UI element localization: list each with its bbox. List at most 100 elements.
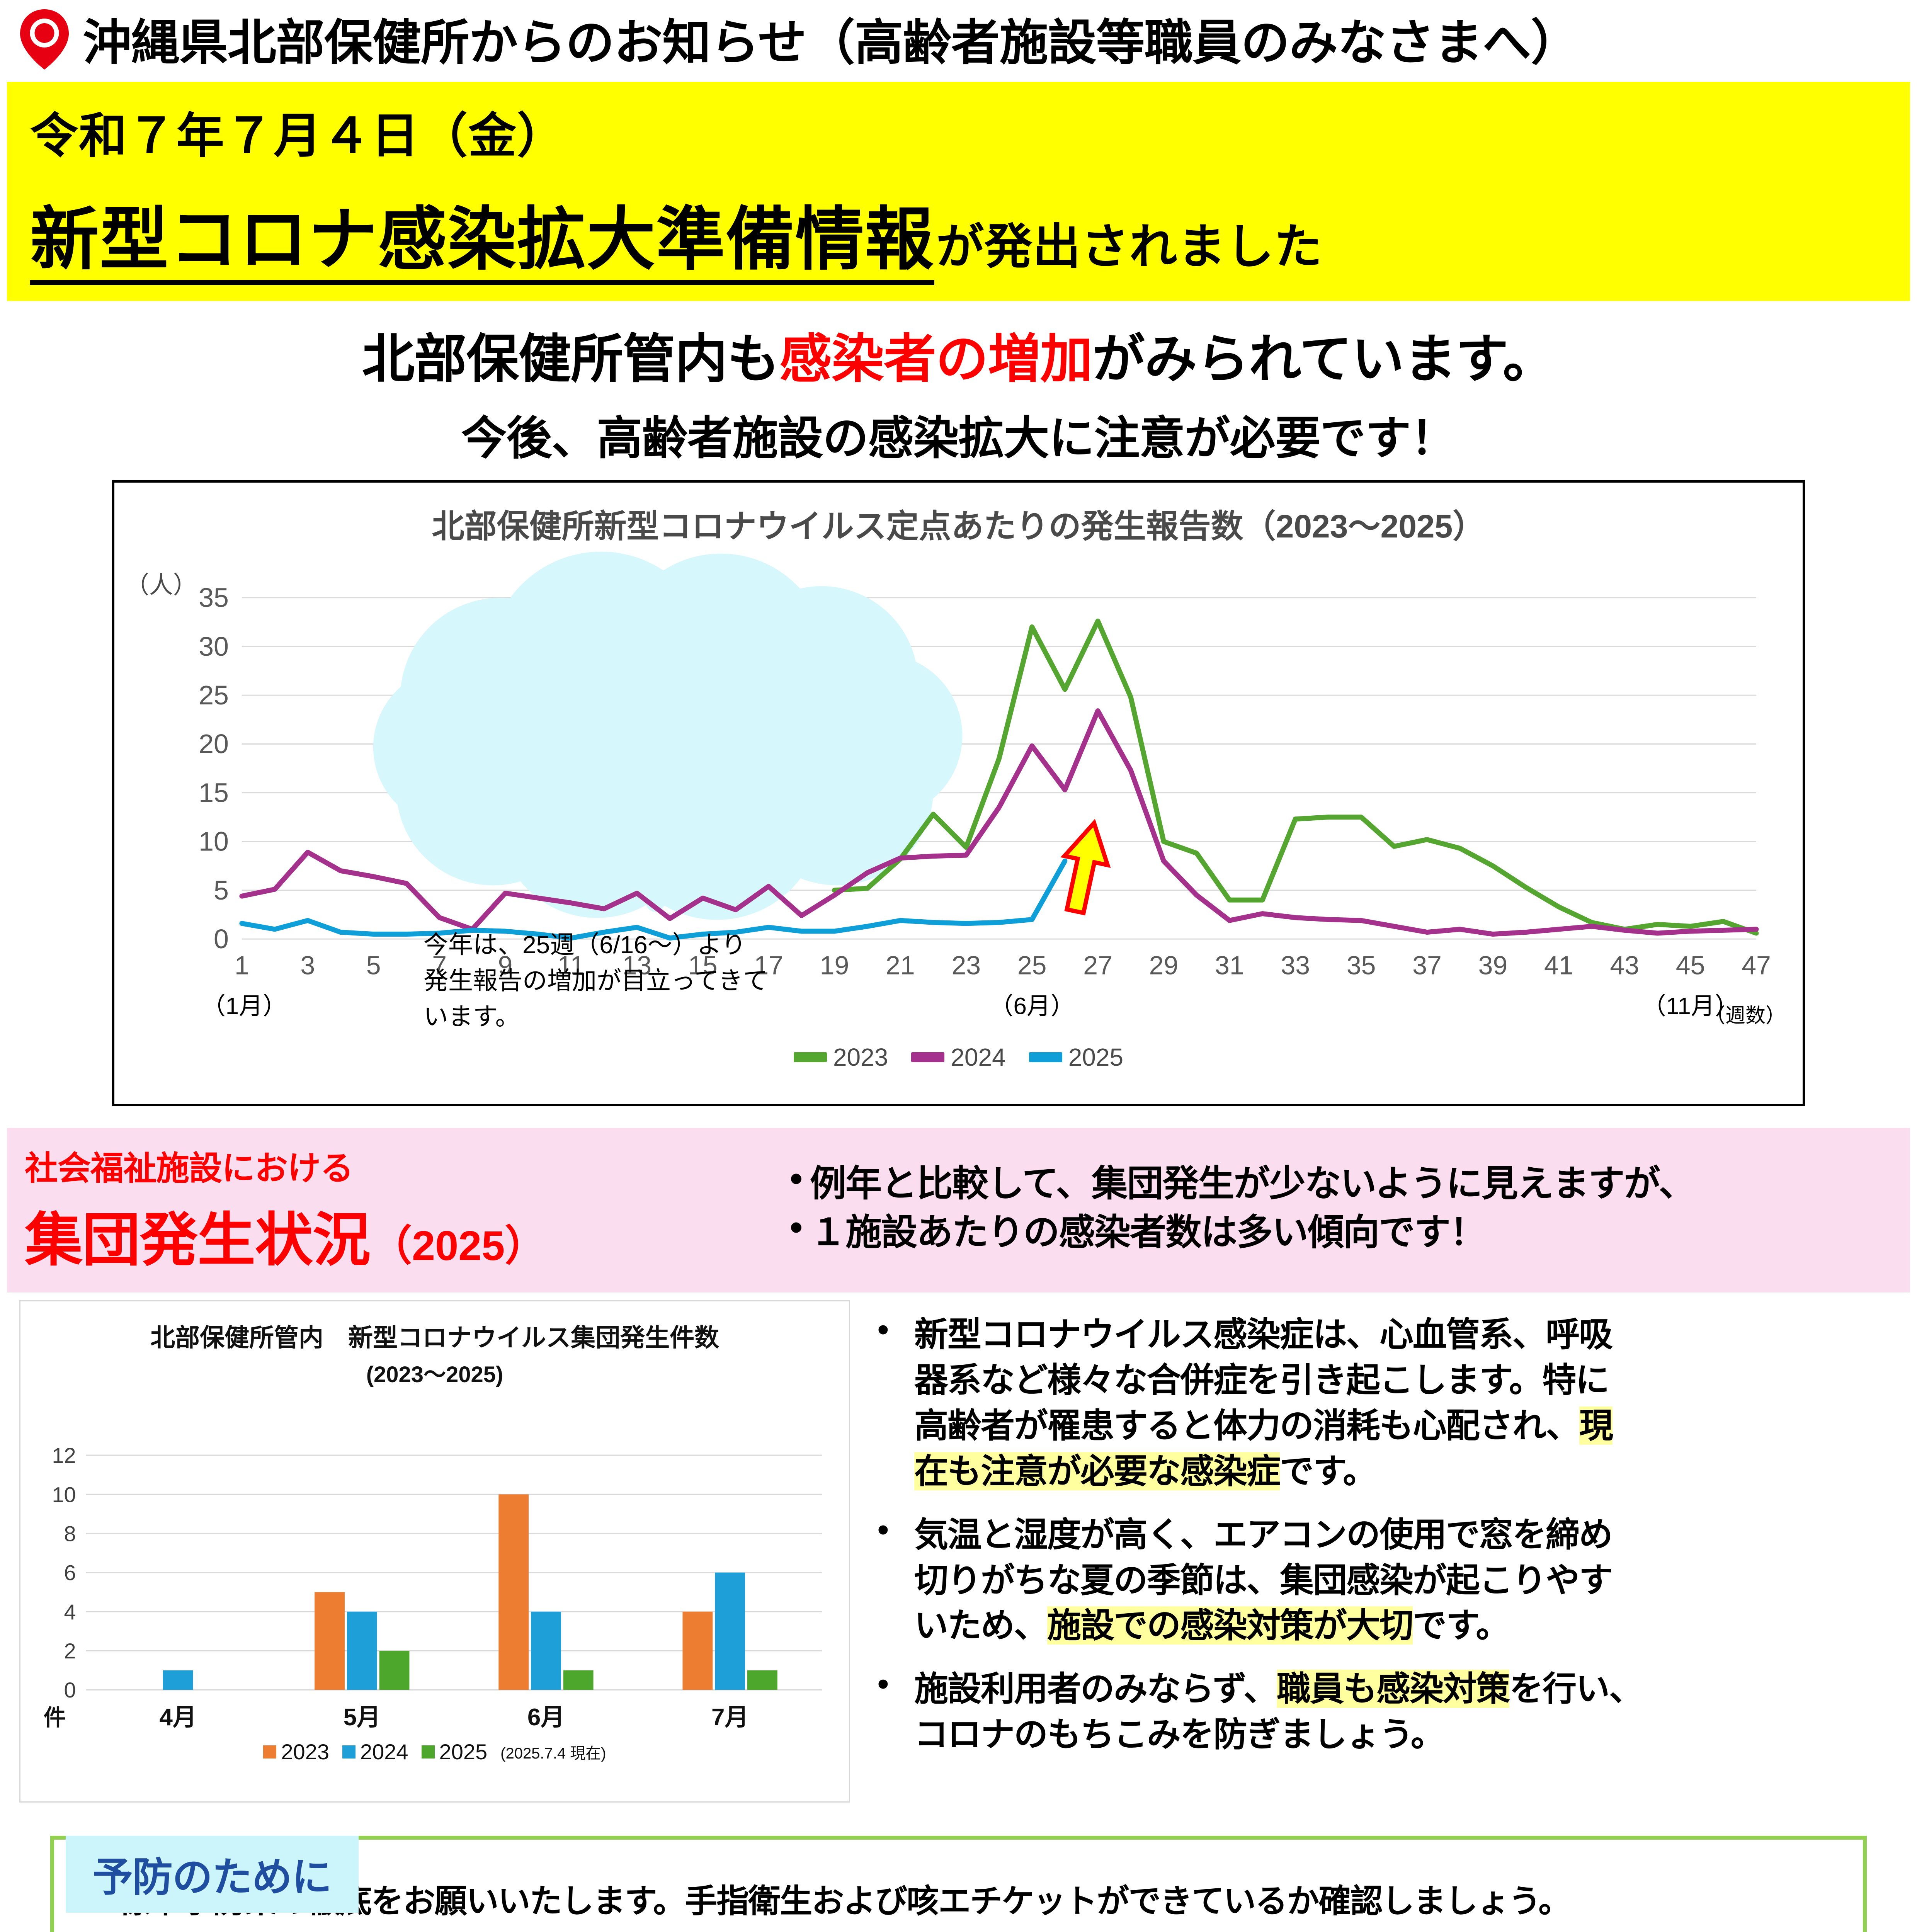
bar-x-label: 6月 bbox=[527, 1704, 565, 1731]
lead-line-2: 今後、高齢者施設の感染拡大に注意が必要です！ bbox=[461, 413, 1456, 464]
line-chart-panel: 北部保健所新型コロナウイルス定点あたりの発生報告数（2023～2025） 0 5 1… bbox=[112, 480, 1805, 1106]
highlighted-text: 在も注意が必要な感染症 bbox=[914, 1452, 1281, 1490]
x-axis-tick: 25 bbox=[1017, 951, 1047, 980]
legend-swatch bbox=[263, 1745, 277, 1759]
x-axis-tick: 33 bbox=[1281, 951, 1310, 980]
line-chart-unit-label: （人） bbox=[125, 572, 197, 599]
legend-label: 2023 bbox=[833, 1043, 888, 1071]
x-axis-tick: 15 bbox=[688, 951, 718, 980]
line-chart-annotation: 今年は、25週（6/16～）より 発生報告の増加が目立ってきて います。 bbox=[424, 931, 768, 1031]
bar-unit-label: 件 bbox=[44, 1706, 66, 1730]
group-outbreak-bullets: • 例年と比較して、集団発生が少ないように見えますが、 • １施設あたりの感染者… bbox=[790, 1160, 1892, 1258]
bullet-text: 新型コロナウイルス感染症は、心血管系、呼吸 器系など様々な合併症を引き起こします。… bbox=[914, 1312, 1613, 1494]
x-axis-tick: 31 bbox=[1215, 951, 1244, 980]
bar-chart-title: 北部保健所管内 新型コロナウイルス集団発生件数 (2023～2025) bbox=[20, 1301, 849, 1392]
bar-2024-6月 bbox=[531, 1611, 561, 1690]
bullet-dot: • bbox=[877, 1310, 889, 1349]
x-axis-tick: 47 bbox=[1742, 951, 1771, 980]
line-series-2024 bbox=[239, 708, 1759, 937]
bar-chart-panel: 北部保健所管内 新型コロナウイルス集団発生件数 (2023～2025) 0 2 4 6… bbox=[19, 1300, 850, 1803]
bullet-line: 高齢者が罹患すると体力の消耗も心配され、現 bbox=[914, 1403, 1613, 1449]
x-axis-tick: 7 bbox=[432, 951, 447, 980]
line-series-2023 bbox=[832, 618, 1759, 936]
bar-2023-7月 bbox=[682, 1611, 713, 1690]
x-axis-tick: 43 bbox=[1610, 951, 1639, 980]
bullet-text: 気温と湿度が高く、エアコンの使用で窓を締め切りがちな夏の季節は、集団感染が起こり… bbox=[914, 1512, 1613, 1649]
bar-2025-7月 bbox=[747, 1670, 777, 1690]
group-outbreak-title: 集団発生状況 bbox=[25, 1208, 371, 1272]
legend-item-2024: 2024 bbox=[911, 1043, 1006, 1071]
bar-x-label: 4月 bbox=[160, 1704, 197, 1731]
group-outbreak-year: （2025） bbox=[370, 1222, 547, 1269]
lead-suffix: がみられています。 bbox=[1092, 330, 1555, 388]
bar-x-label: 7月 bbox=[711, 1704, 748, 1731]
lead-highlight: 感染者の増加 bbox=[779, 330, 1093, 388]
x-axis-tick: 39 bbox=[1478, 951, 1508, 980]
highlighted-text: 現 bbox=[1579, 1406, 1613, 1445]
annotation-bubble bbox=[373, 551, 963, 920]
prevention-section: 予防のために ☑ 標準予防策の徹底をお願いいたします。手指衛生および咳エチケット… bbox=[50, 1836, 1867, 1932]
plain-text: 気温と湿度が高く、エアコンの使用で窓を締め bbox=[914, 1515, 1613, 1554]
plain-text: いため、 bbox=[914, 1606, 1048, 1645]
banner-headline-suffix: が発出されました bbox=[936, 220, 1323, 274]
bar-legend-note: (2025.7.4 現在) bbox=[500, 1745, 606, 1762]
plain-text: です。 bbox=[1280, 1452, 1377, 1490]
bullet-text: 施設利用者のみならず、職員も感染対策を行い、 コロナのもちこみを防ぎましょう。 bbox=[914, 1666, 1643, 1757]
alert-banner: 令和７年７月４日（金） 新型コロナ感染拡大準備情報 が発出されました bbox=[7, 82, 1910, 301]
legend-label: 2025 bbox=[1068, 1043, 1124, 1071]
bar-2025-5月 bbox=[379, 1651, 410, 1690]
bar-y-tick: 8 bbox=[64, 1522, 76, 1546]
bar-y-tick: 12 bbox=[52, 1443, 76, 1468]
legend-swatch bbox=[1029, 1052, 1062, 1062]
list-item: • 例年と比較して、集団発生が少ないように見えますが、 bbox=[790, 1160, 1892, 1207]
lead-text: 北部保健所管内も感染者の増加がみられています。 今後、高齢者施設の感染拡大に注意… bbox=[0, 316, 1917, 467]
bullet-dot: • bbox=[877, 1510, 889, 1549]
group-outbreak-title-block: 社会福祉施設における 集団発生状況（2025） bbox=[25, 1141, 790, 1277]
bullet-dot: • bbox=[790, 1207, 803, 1247]
legend-swatch bbox=[793, 1052, 827, 1062]
bar-y-tick: 2 bbox=[64, 1639, 76, 1663]
bullet-line: 施設利用者のみならず、職員も感染対策を行い、 bbox=[914, 1666, 1643, 1712]
line-chart-legend: 2023 2024 2025 bbox=[114, 1043, 1803, 1071]
plain-text: 施設利用者のみならず、 bbox=[914, 1670, 1277, 1708]
increase-arrow-icon bbox=[1060, 819, 1111, 916]
x-axis-tick: 3 bbox=[300, 951, 315, 980]
x-axis-tick: 5 bbox=[366, 951, 381, 980]
group-outbreak-band: 社会福祉施設における 集団発生状況（2025） • 例年と比較して、集団発生が少… bbox=[7, 1128, 1910, 1293]
bar-x-label: 5月 bbox=[344, 1704, 381, 1731]
bar-legend-item-2025: 2025 bbox=[421, 1739, 487, 1764]
x-axis-tick: 9 bbox=[498, 951, 513, 980]
bar-2024-4月 bbox=[163, 1670, 193, 1690]
list-item: • 新型コロナウイルス感染症は、心血管系、呼吸 器系など様々な合併症を引き起こします… bbox=[877, 1310, 1895, 1494]
legend-label: 2023 bbox=[281, 1740, 329, 1764]
bullet-line: 在も注意が必要な感染症です。 bbox=[914, 1449, 1613, 1494]
x-axis-month-mark: （6月） bbox=[989, 993, 1074, 1020]
bar-chart-canvas: 0 2 4 6 8 10 12 4月 5月 6月 7月 件 bbox=[44, 1443, 822, 1731]
x-axis-tick: 11 bbox=[558, 951, 585, 980]
bullet-line: 新型コロナウイルス感染症は、心血管系、呼吸 bbox=[914, 1312, 1613, 1357]
bullet-dot: • bbox=[877, 1665, 889, 1703]
list-item: • 気温と湿度が高く、エアコンの使用で窓を締め切りがちな夏の季節は、集団感染が起こ… bbox=[877, 1512, 1895, 1649]
x-axis-tick: 21 bbox=[886, 951, 915, 980]
page-header: 沖縄県北部保健所からのお知らせ（高齢者施設等職員のみなさまへ） bbox=[0, 0, 1917, 77]
banner-headline: 新型コロナ感染拡大準備情報 が発出されました bbox=[30, 184, 1887, 285]
highlighted-text: 職員も感染対策 bbox=[1277, 1670, 1510, 1708]
plain-text: 高齢者が罹患すると体力の消耗も心配され、 bbox=[914, 1406, 1580, 1445]
y-axis-tick: 35 bbox=[199, 583, 229, 613]
x-axis-month-mark: （1月） bbox=[202, 993, 287, 1020]
x-axis-tick: 19 bbox=[820, 951, 849, 980]
y-axis-tick: 5 bbox=[214, 875, 229, 905]
banner-headline-emphasis: 新型コロナ感染拡大準備情報 bbox=[30, 201, 934, 285]
legend-swatch bbox=[911, 1052, 945, 1062]
group-outbreak-subtitle: 社会福祉施設における bbox=[25, 1150, 354, 1187]
lead-line-1: 北部保健所管内も感染者の増加がみられています。 bbox=[0, 316, 1917, 393]
x-axis-tick: 1 bbox=[235, 951, 249, 980]
plain-text: を行い、 bbox=[1509, 1670, 1643, 1708]
bullet-text: １施設あたりの感染者数は多い傾向です！ bbox=[810, 1212, 1486, 1252]
location-pin-icon bbox=[20, 9, 69, 70]
mid-section: 北部保健所管内 新型コロナウイルス集団発生件数 (2023～2025) 0 2 4 6… bbox=[7, 1300, 1910, 1803]
x-axis-tick: 29 bbox=[1149, 951, 1179, 980]
bullet-line: 切りがちな夏の季節は、集団感染が起こりやす bbox=[914, 1558, 1613, 1603]
x-axis-tick: 35 bbox=[1347, 951, 1376, 980]
bar-y-tick: 4 bbox=[64, 1600, 76, 1624]
